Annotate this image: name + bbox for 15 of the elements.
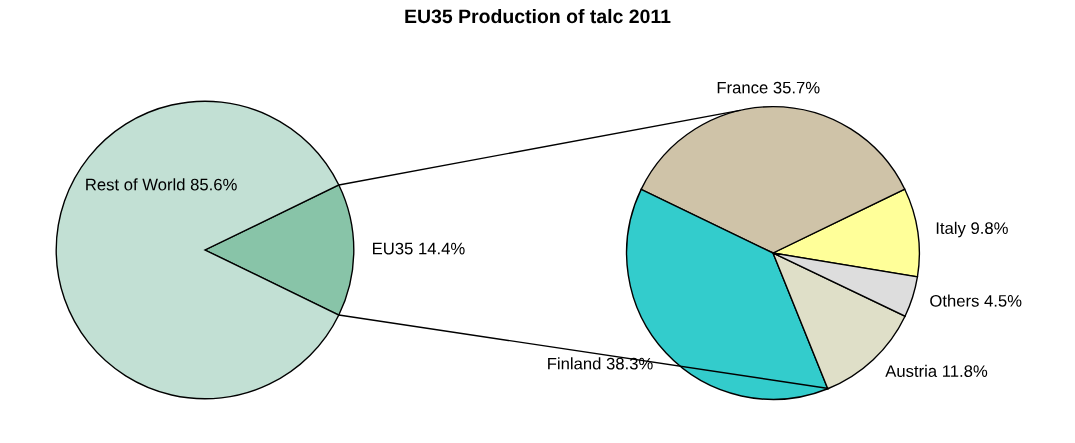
- slice-label: Finland: [548, 357, 601, 370]
- data-label: 35.7%: [773, 81, 820, 94]
- slice-label: Austria: [885, 364, 938, 378]
- slice-label: Others: [930, 294, 979, 307]
- slice-label: EU35: [373, 242, 413, 255]
- text: EU35 Production of talc 2011: [405, 8, 671, 24]
- data-label: 14.4%: [419, 242, 465, 255]
- slice-label: Rest of World: [86, 178, 185, 191]
- data-label: 9.8%: [971, 222, 1008, 235]
- slice-label: France: [717, 81, 768, 94]
- slice-label: Italy: [936, 221, 966, 238]
- data-label: 11.8%: [943, 365, 988, 378]
- data-label: 38.3%: [606, 357, 653, 370]
- data-label: 85.6%: [190, 178, 237, 191]
- data-label: 4.5%: [984, 295, 1022, 307]
